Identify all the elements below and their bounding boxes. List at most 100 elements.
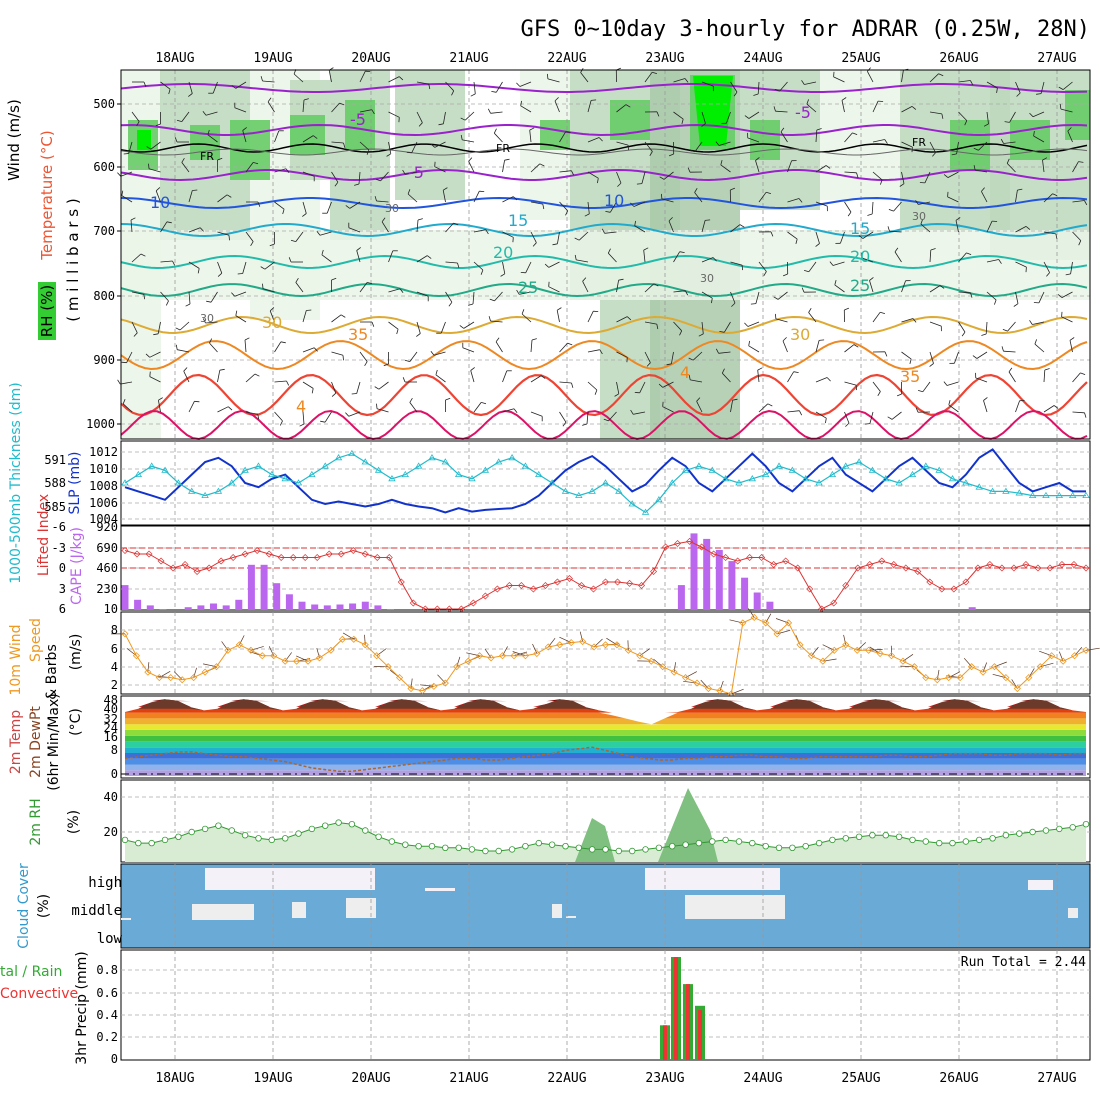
wind-barb-flag — [795, 238, 798, 245]
wind-barb — [901, 318, 914, 323]
rh-point — [442, 844, 449, 851]
wind-barb-flag — [149, 371, 151, 377]
wind-barb-flag — [770, 231, 774, 237]
wind-barb — [302, 99, 305, 113]
wind-barb — [730, 261, 743, 266]
li-point — [577, 582, 585, 589]
wind-barb-flag — [269, 307, 275, 312]
surface-barb — [532, 643, 538, 654]
li-point — [770, 561, 778, 568]
precip-tick-label: 0.8 — [96, 963, 118, 977]
rh-label: 2m RH — [28, 798, 44, 845]
wind-barb-flag — [331, 277, 337, 281]
surface-barb — [410, 678, 413, 689]
thickness-point — [147, 462, 156, 469]
wind-point — [682, 674, 690, 682]
wind-barb-flag — [513, 408, 518, 413]
wind-barb-flag — [500, 273, 506, 277]
cloud-block — [1028, 880, 1053, 890]
date-label-bottom: 18AUG — [155, 1071, 194, 1086]
wind-barb — [644, 351, 651, 363]
wind-barb-flag — [331, 392, 337, 397]
wind-barb — [181, 111, 190, 122]
rh-point — [548, 841, 556, 848]
wind-barb — [1015, 81, 1021, 94]
rh-point — [295, 830, 302, 837]
wind-barb — [131, 253, 142, 263]
wind-barb-flag — [175, 344, 178, 350]
wind-barb — [841, 100, 845, 113]
axis-tick-label: 800 — [93, 289, 115, 303]
wind-ticks: 8 6 4 2 — [111, 623, 118, 692]
wind-barb-flag — [209, 338, 213, 344]
wind-barb-flag — [442, 187, 448, 191]
wind-barb-flag — [803, 270, 810, 273]
wind-barb-flag — [741, 265, 743, 271]
thickness-point — [802, 475, 810, 482]
rh-point — [362, 827, 369, 834]
wind-barb — [901, 280, 906, 293]
rh-point — [589, 846, 596, 853]
wind-barb — [924, 171, 931, 184]
rh-point — [669, 843, 676, 850]
wind-barb — [1061, 291, 1073, 298]
li-point — [1034, 564, 1042, 572]
surface-barb — [193, 667, 197, 678]
wind-barb-flag — [1033, 131, 1035, 137]
wind-barb-flag — [721, 368, 725, 374]
wind-barb-flag — [626, 316, 632, 321]
wind-barb-flag — [313, 347, 318, 352]
thickness-point — [561, 487, 570, 494]
wind-speed-markers — [121, 613, 1090, 698]
li-point — [1070, 561, 1078, 568]
rh-point — [1082, 821, 1090, 828]
wind-speed-line — [124, 616, 1087, 695]
li-point — [289, 554, 297, 561]
wind-barb — [616, 316, 628, 323]
wind-barb — [559, 342, 568, 353]
wind-point — [853, 646, 861, 654]
wind-barb — [495, 341, 503, 353]
wind-barb — [730, 291, 736, 304]
wind-barb-flag — [231, 85, 237, 89]
contour-label: 30 — [385, 202, 399, 215]
wind-point — [590, 643, 598, 651]
wind-barb-flag — [688, 374, 691, 380]
wind-barb-flag — [491, 91, 497, 93]
wind-barb-flag — [343, 142, 346, 148]
wind-barb-flag — [460, 117, 466, 121]
wind-barb — [815, 340, 820, 353]
rh-point — [775, 844, 783, 851]
wind-barb — [1043, 369, 1046, 383]
wind-barb-flag — [909, 358, 912, 365]
rh-point — [829, 836, 836, 844]
wind-point — [579, 637, 587, 646]
slp-tick-label: 1006 — [89, 496, 118, 510]
wind-barb — [929, 249, 932, 263]
li-point — [565, 575, 573, 582]
temp-tick-label: 40 — [104, 702, 118, 716]
wind-barb-flag — [571, 382, 574, 388]
wind-barb-flag — [282, 209, 285, 215]
surface-barb — [936, 669, 940, 680]
wind-point — [121, 630, 129, 638]
wind-barb — [920, 223, 931, 233]
wind-barb — [407, 193, 418, 203]
thickness-point — [268, 470, 276, 477]
wind-barb-flag — [938, 73, 944, 77]
wind-barb — [160, 260, 173, 263]
wind-barb-flag — [932, 152, 936, 157]
wind-barb — [331, 381, 337, 394]
wind-barb — [1042, 160, 1045, 173]
wind-barb-flag — [217, 272, 223, 277]
wind-barb-flag — [720, 159, 723, 166]
cloud-panel: high middle low Cloud Cover (%) — [16, 863, 1091, 949]
rh-point — [1016, 830, 1023, 837]
wind-barb — [388, 250, 394, 263]
thickness-point — [588, 487, 596, 494]
wind-point — [533, 649, 541, 658]
thickness-point — [1055, 491, 1064, 498]
cape-bar — [361, 601, 369, 610]
precip-grid — [121, 950, 1090, 1060]
thickness-point — [641, 508, 650, 515]
